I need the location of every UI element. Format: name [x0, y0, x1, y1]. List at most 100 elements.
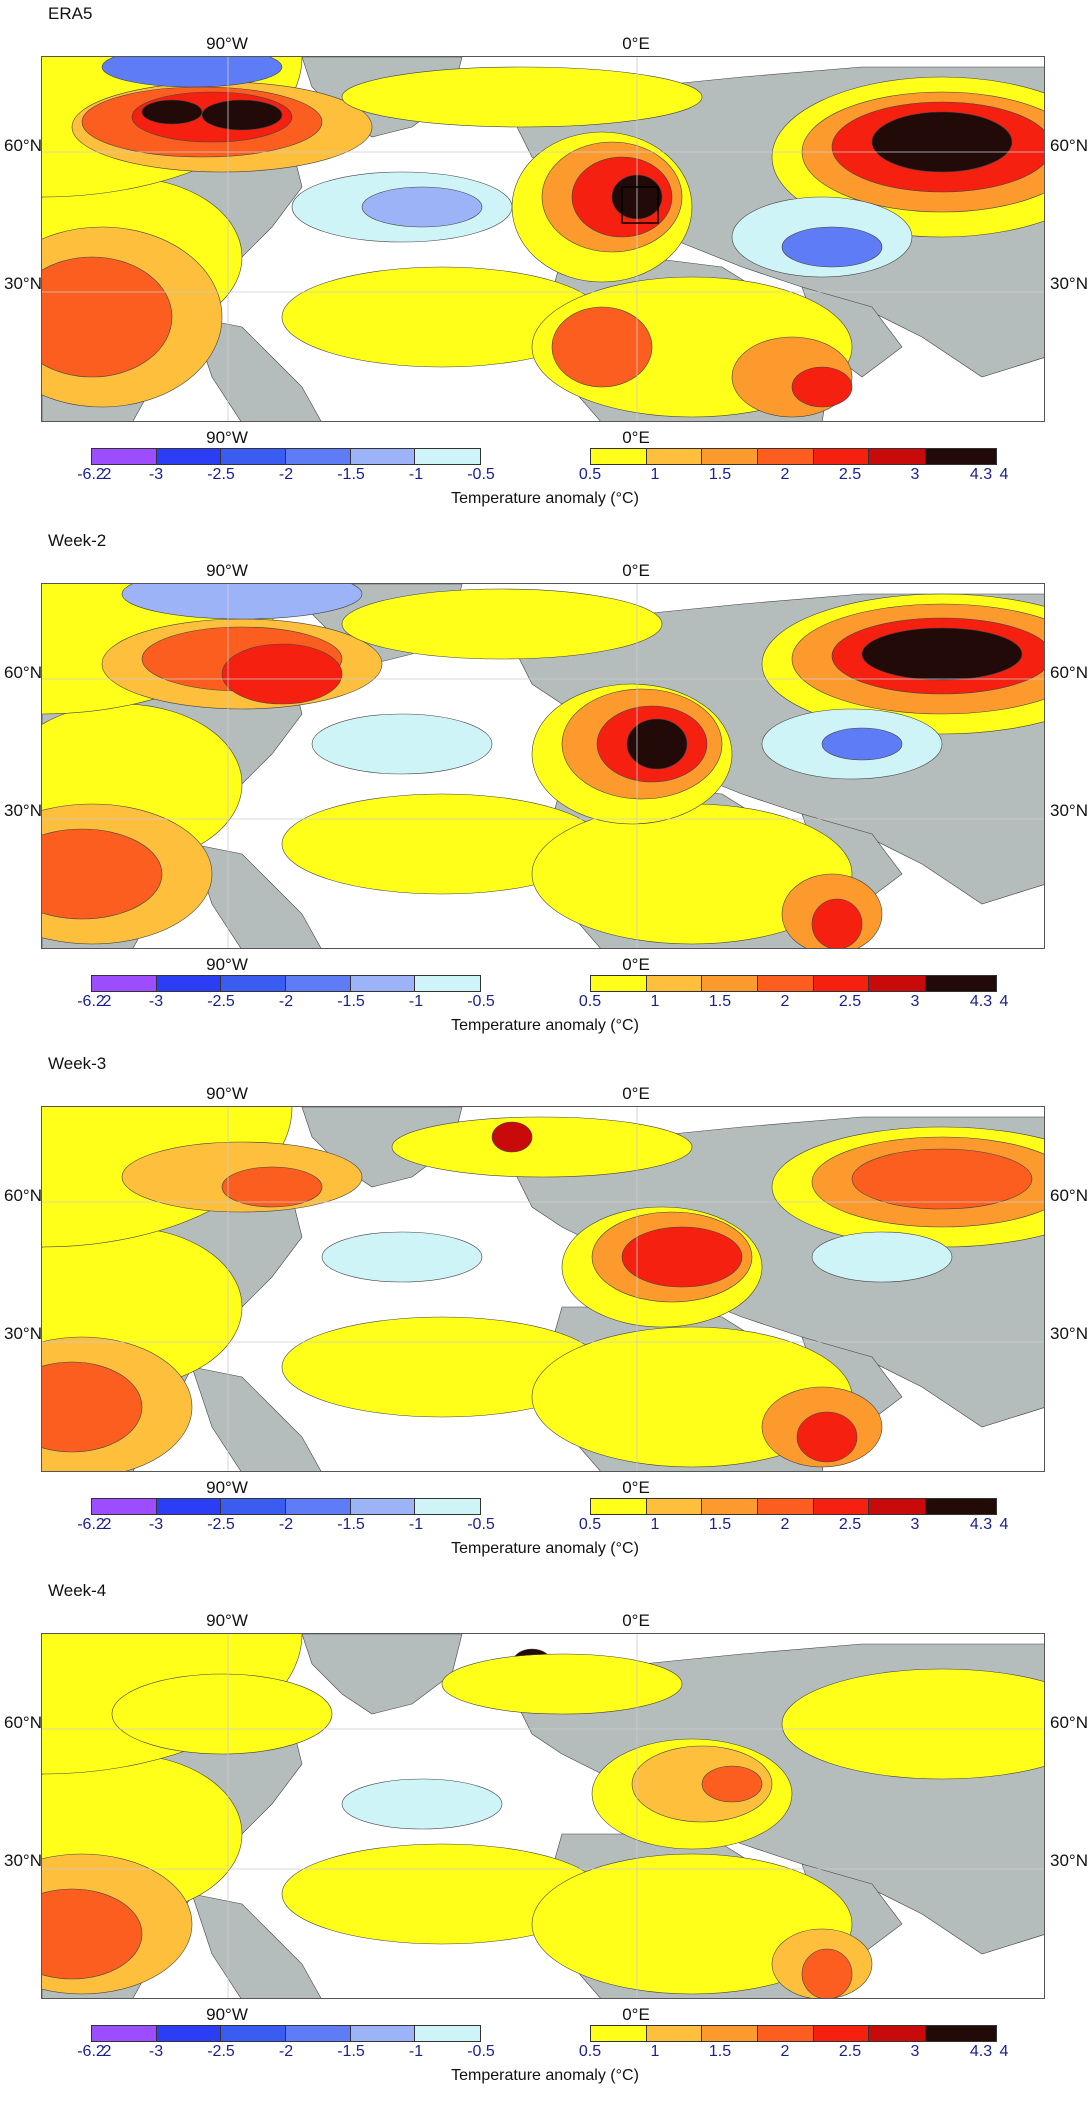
colorbar-tick-label: 0.5	[578, 2043, 602, 2060]
anomaly-region	[821, 727, 903, 761]
anomaly-region	[626, 718, 688, 770]
region-box	[621, 186, 659, 224]
anomaly-region	[781, 1668, 1044, 1780]
colorbar-cell	[702, 1499, 759, 1514]
land-region	[191, 316, 322, 421]
lon-label-0e-bottom: 0°E	[622, 2005, 650, 2024]
anomaly-region	[341, 588, 663, 660]
colorbar-cell	[591, 1499, 647, 1514]
colorbar-tick-label: 2	[102, 1516, 112, 1533]
colorbar-cell	[156, 2026, 222, 2041]
map-svg	[42, 584, 1044, 948]
colorbar-tick-label: -2	[278, 1516, 294, 1533]
colorbar-cell	[286, 1499, 351, 1514]
colorbar-cell	[350, 449, 416, 464]
colorbar-cell	[591, 449, 647, 464]
colorbar-tick-label: -3	[148, 993, 164, 1010]
colorbar-tick-label: 1.5	[708, 993, 732, 1010]
colorbar-tick-label: 4.3	[969, 466, 993, 483]
colorbar-tick-label: -2	[278, 466, 294, 483]
colorbar-tick-label: 2	[780, 993, 790, 1010]
lat-label-60n-left: 60°N	[4, 663, 42, 682]
lat-label-30n-right: 30°N	[1050, 1324, 1088, 1343]
colorbar-tick-label: -1	[408, 1516, 424, 1533]
anomaly-region	[42, 1888, 143, 1980]
colorbar-cell	[415, 976, 481, 991]
lat-label-30n-left: 30°N	[4, 801, 42, 820]
colorbar-cell	[92, 449, 157, 464]
colorbar-cell	[591, 2026, 647, 2041]
colorbar-tick-label: 4.3	[969, 2043, 993, 2060]
colorbar-cell	[646, 976, 703, 991]
lat-label-30n-left: 30°N	[4, 274, 42, 293]
colorbar-tick-label: 3	[910, 1516, 920, 1533]
colorbar-positive	[590, 1498, 997, 1515]
colorbar-tick-label: -0.5	[467, 466, 495, 483]
colorbar-tick-label: 4	[999, 466, 1009, 483]
colorbar-label: Temperature anomaly (°C)	[451, 1540, 639, 1557]
lon-label-90w-top: 90°W	[206, 1611, 248, 1630]
anomaly-region	[801, 1948, 853, 1998]
colorbar-tick-label: -1.5	[337, 466, 365, 483]
anomaly-map	[41, 583, 1045, 949]
colorbar-cell	[869, 1499, 926, 1514]
colorbar-tick-label: 0.5	[578, 1516, 602, 1533]
colorbar-cell	[758, 976, 814, 991]
colorbar-tick-label: -6.2	[77, 993, 105, 1010]
colorbar-tick-label: 2	[780, 466, 790, 483]
anomaly-region	[311, 713, 493, 775]
colorbar-tick-label: -1.5	[337, 993, 365, 1010]
lat-label-60n-right: 60°N	[1050, 663, 1088, 682]
colorbar-tick-label: 1.5	[708, 1516, 732, 1533]
lon-label-0e-top: 0°E	[622, 561, 650, 580]
colorbar-tick-label: 4	[999, 2043, 1009, 2060]
colorbar-label: Temperature anomaly (°C)	[451, 2067, 639, 2084]
lon-label-90w-bottom: 90°W	[206, 2005, 248, 2024]
colorbar-cell	[92, 1499, 157, 1514]
colorbar-tick-label: 1.5	[708, 466, 732, 483]
colorbar-tick-label: -2.5	[207, 993, 235, 1010]
colorbar-tick-label: 3	[910, 466, 920, 483]
colorbar-tick-label: 2.5	[838, 2043, 862, 2060]
colorbar-cell	[350, 1499, 416, 1514]
anomaly-map	[41, 1633, 1045, 1999]
panel-title: Week-4	[48, 1581, 107, 1600]
lon-label-0e-top: 0°E	[622, 34, 650, 53]
colorbar-negative	[91, 448, 481, 465]
panel-week-3: Week-3 90°W 0°E 60°N 30°N 60°N 30°N 90°W…	[0, 1050, 1090, 1576]
map-svg	[42, 1634, 1044, 1998]
colorbar-tick-label: 1	[650, 1516, 660, 1533]
lon-label-90w-bottom: 90°W	[206, 955, 248, 974]
colorbar-cell	[758, 2026, 814, 2041]
anomaly-region	[861, 627, 1023, 681]
anomaly-region	[796, 1411, 858, 1463]
land-region	[191, 1366, 322, 1471]
colorbar-tick-label: -6.2	[77, 466, 105, 483]
colorbar-tick-label: -3	[148, 2043, 164, 2060]
colorbar-tick-label: -1.5	[337, 1516, 365, 1533]
land-region	[191, 843, 322, 948]
colorbar-tick-label: -2	[278, 2043, 294, 2060]
colorbar-tick-label: -1	[408, 2043, 424, 2060]
anomaly-region	[101, 57, 283, 88]
anomaly-region	[221, 643, 343, 705]
colorbar-tick-label: -2.5	[207, 1516, 235, 1533]
colorbar-cell	[646, 1499, 703, 1514]
anomaly-region	[221, 1166, 323, 1208]
colorbar-label: Temperature anomaly (°C)	[451, 490, 639, 507]
colorbar-cell	[156, 449, 222, 464]
colorbar-cell	[925, 976, 997, 991]
colorbar-tick-label: 2	[780, 1516, 790, 1533]
lat-label-60n-left: 60°N	[4, 1713, 42, 1732]
colorbar-tick-label: -0.5	[467, 993, 495, 1010]
colorbar-tick-label: 4	[999, 993, 1009, 1010]
anomaly-region	[531, 1853, 853, 1995]
colorbar-tick-label: 1	[650, 2043, 660, 2060]
colorbar-tick-label: 2	[102, 993, 112, 1010]
colorbar-cell	[702, 2026, 759, 2041]
colorbar-tick-label: 0.5	[578, 466, 602, 483]
anomaly-region	[551, 306, 653, 388]
colorbar-cell	[92, 976, 157, 991]
colorbar-cell	[415, 449, 481, 464]
lon-label-90w-bottom: 90°W	[206, 428, 248, 447]
